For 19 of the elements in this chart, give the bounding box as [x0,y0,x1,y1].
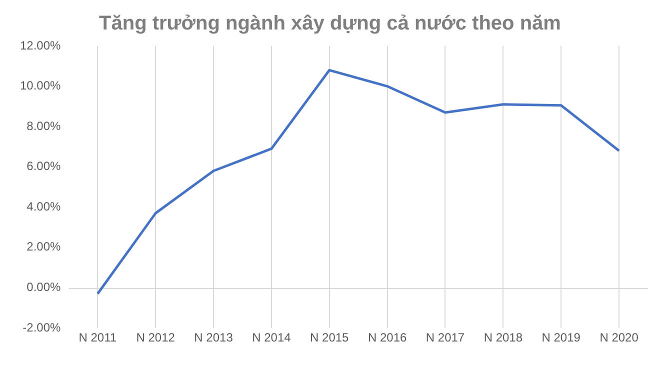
y-tick-label: 12.00% [20,38,62,52]
x-tick-label: N 2015 [310,330,350,345]
x-tick-label: N 2012 [136,330,176,345]
chart-title: Tăng trưởng ngành xây dựng cả nước theo năm [99,12,561,35]
x-tick-label: N 2019 [542,330,581,345]
y-tick-label: 6.00% [26,159,62,174]
x-tick-label: N 2011 [78,330,117,345]
x-tick-label: N 2018 [484,330,523,345]
x-tick-label: N 2013 [194,330,234,345]
y-tick-label: 8.00% [26,118,62,133]
y-tick-label: 2.00% [26,240,62,254]
y-tick-label: 0.00% [26,280,62,294]
x-tick-label: N 2017 [426,330,465,345]
x-tick-label: N 2016 [368,330,407,345]
x-tick-label: N 2014 [252,330,292,345]
y-tick-label: 10.00% [20,78,62,93]
x-tick-label: N 2020 [600,330,639,345]
y-tick-label: 4.00% [26,199,62,214]
y-tick-label: -2.00% [22,320,62,334]
